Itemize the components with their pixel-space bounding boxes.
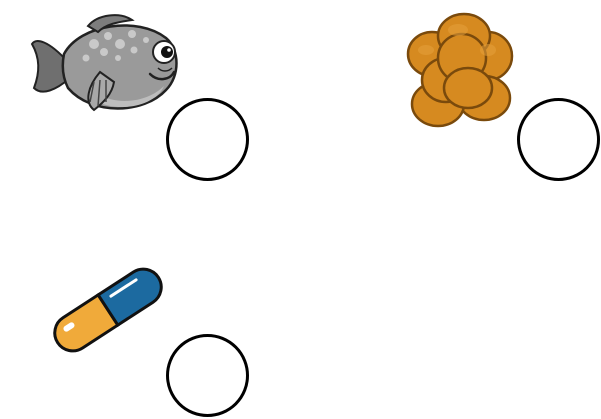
roe-cluster-icon <box>406 12 514 128</box>
fish-picture <box>28 10 188 130</box>
pill-capsule-icon <box>53 267 163 353</box>
answer-circle-capsule[interactable] <box>166 334 249 417</box>
answer-circle-roe[interactable] <box>517 98 600 181</box>
roe-picture <box>402 10 516 128</box>
capsule-picture <box>38 262 178 358</box>
answer-circle-fish[interactable] <box>166 98 249 181</box>
fish-icon <box>30 14 178 112</box>
